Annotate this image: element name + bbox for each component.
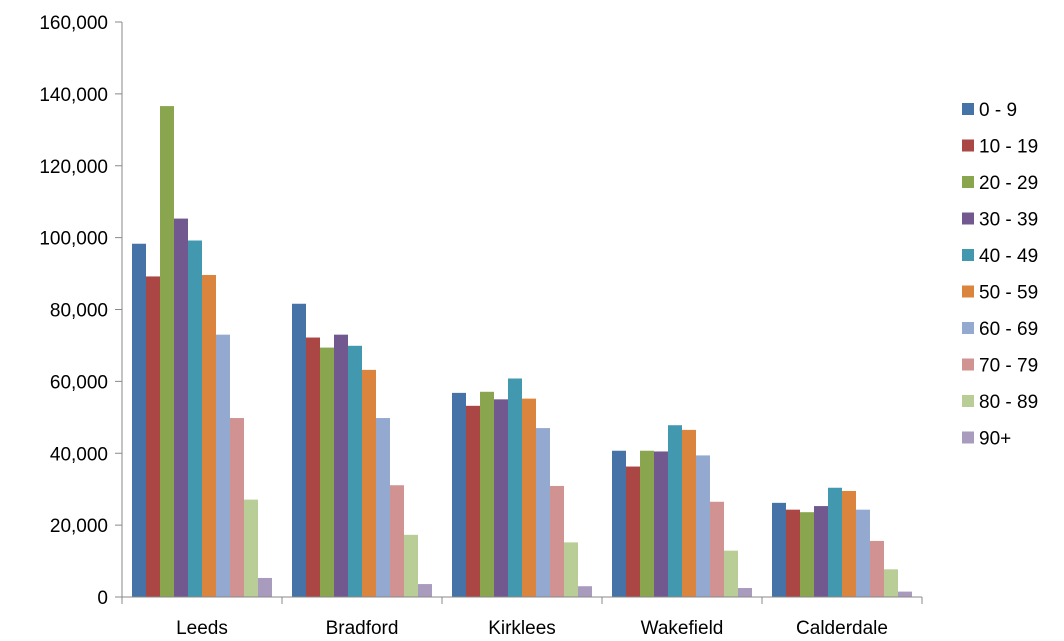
bar-calderdale-series-7 [870,540,884,597]
bar-wakefield-series-9 [738,588,752,597]
legend-swatch [962,212,974,225]
y-tick-label: 80,000 [50,301,108,322]
y-tick-label: 40,000 [50,444,108,465]
x-tick-label: Kirklees [488,618,556,639]
legend-swatch [962,395,974,407]
legend-label: 70 - 79 [979,356,1038,377]
legend: 0 - 9 10 - 19 20 - 29 30 - 39 40 - 49 50 - 59… [962,100,1038,450]
legend-swatch [962,139,974,152]
bar-leeds-series-3 [174,218,188,597]
bar-kirklees-series-2 [480,391,494,597]
bar-wakefield-series-8 [724,550,738,597]
bar-leeds-series-7 [230,418,244,597]
bar-wakefield-series-5 [682,429,696,597]
bar-calderdale-series-1 [786,509,800,597]
bar-calderdale-series-3 [814,506,828,597]
bar-leeds-series-2 [160,106,174,597]
bar-kirklees-series-0 [452,392,466,597]
y-tick-label: 140,000 [39,85,108,106]
bar-kirklees-series-5 [522,398,536,597]
bar-bradford-series-0 [292,303,306,597]
bar-bradford-series-5 [362,369,376,597]
legend-label: 10 - 19 [979,137,1038,158]
legend-swatch [962,249,974,261]
bar-leeds-series-6 [216,334,230,597]
legend-label: 90+ [979,429,1011,450]
bar-wakefield-series-4 [668,425,682,597]
legend-swatch [962,322,974,334]
legend-label: 20 - 29 [979,173,1038,194]
bar-leeds-series-9 [258,577,272,597]
bar-leeds-series-0 [132,243,146,597]
bar-kirklees-series-1 [466,405,480,597]
bar-calderdale-series-0 [772,502,786,597]
bars-layer [132,106,912,597]
plot-area: 0 20,000 40,000 60,000 80,000 100,000 120,000 1… [39,13,923,639]
legend-label: 80 - 89 [979,392,1038,413]
bar-bradford-series-3 [334,334,348,597]
bar-wakefield-series-0 [612,450,626,597]
legend-swatch [962,431,974,444]
bar-bradford-series-9 [418,584,432,597]
y-tick-label: 160,000 [39,13,108,34]
bar-leeds-series-1 [146,276,160,597]
y-tick-label: 100,000 [39,229,108,250]
bar-wakefield-series-3 [654,451,668,597]
bar-calderdale-series-4 [828,487,842,597]
y-tick-label: 120,000 [39,157,108,178]
bar-bradford-series-2 [320,347,334,597]
bar-wakefield-series-6 [696,455,710,597]
bar-bradford-series-4 [348,345,362,597]
legend-swatch [962,176,974,188]
bar-leeds-series-5 [202,275,216,597]
x-tick-label: Bradford [326,618,399,639]
legend-label: 0 - 9 [979,100,1017,121]
bar-wakefield-series-1 [626,466,640,597]
bar-leeds-series-8 [244,499,258,597]
bar-bradford-series-8 [404,534,418,597]
x-axis-ticks: Leeds Bradford Kirklees Wakefield Calderdale [121,597,923,639]
legend-swatch [962,358,974,371]
bar-bradford-series-6 [376,418,390,597]
y-tick-label: 60,000 [50,372,108,393]
legend-swatch [962,285,974,298]
bar-calderdale-series-5 [842,490,856,597]
bar-calderdale-series-9 [898,591,912,597]
legend-label: 60 - 69 [979,319,1038,340]
x-tick-label: Calderdale [796,618,888,639]
x-tick-label: Leeds [176,618,228,639]
bar-kirklees-series-8 [564,542,578,597]
bar-bradford-series-7 [390,485,404,597]
bar-kirklees-series-9 [578,586,592,597]
bar-wakefield-series-7 [710,501,724,597]
bar-calderdale-series-2 [800,512,814,597]
y-tick-label: 20,000 [50,516,108,537]
legend-label: 30 - 39 [979,210,1038,231]
bar-wakefield-series-2 [640,450,654,597]
bar-kirklees-series-6 [536,428,550,597]
bar-leeds-series-4 [188,240,202,597]
legend-swatch [962,103,974,115]
x-tick-label: Wakefield [641,618,724,639]
bar-bradford-series-1 [306,337,320,597]
bar-calderdale-series-8 [884,569,898,597]
bar-calderdale-series-6 [856,509,870,597]
legend-label: 40 - 49 [979,246,1038,267]
bar-kirklees-series-7 [550,485,564,597]
y-axis-ticks: 0 20,000 40,000 60,000 80,000 100,000 120,000 1… [39,13,122,609]
legend-label: 50 - 59 [979,283,1038,304]
bar-kirklees-series-3 [494,399,508,597]
y-tick-label: 0 [97,588,108,609]
bar-kirklees-series-4 [508,378,522,597]
